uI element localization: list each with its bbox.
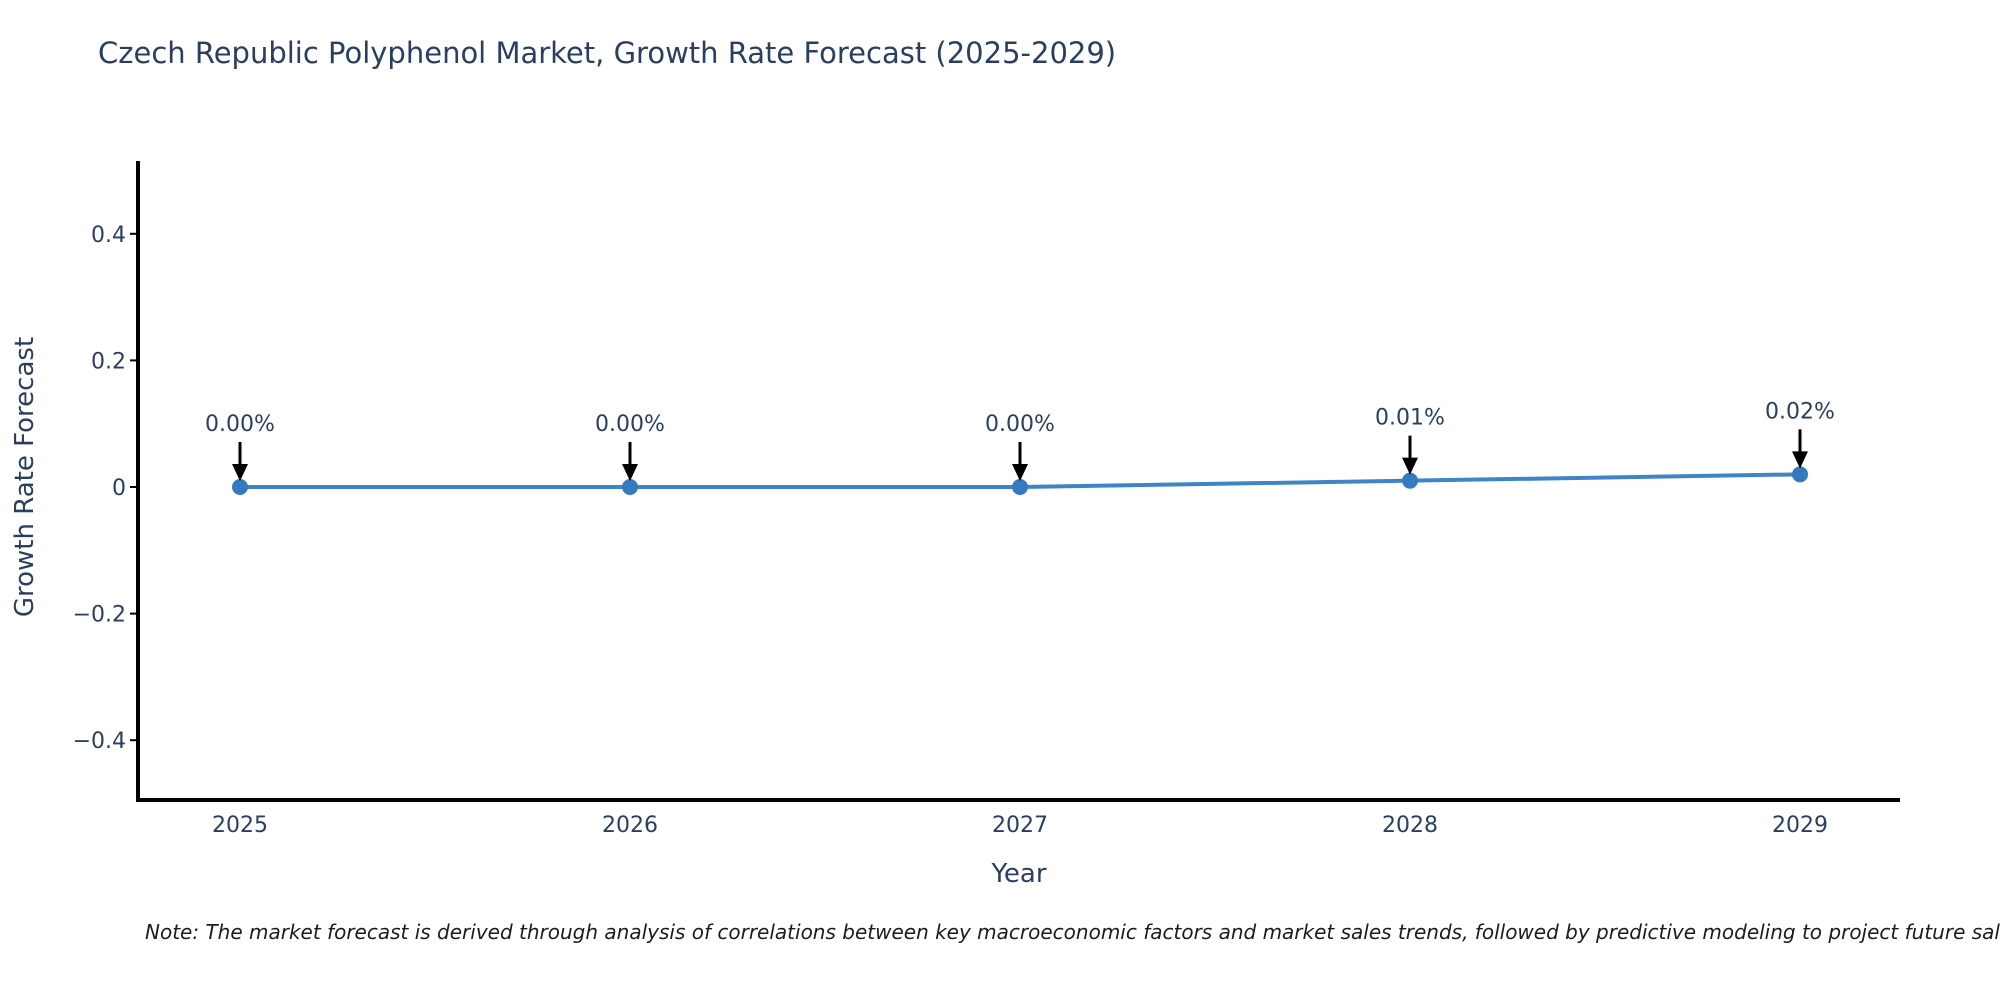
x-axis-title: Year bbox=[991, 859, 1047, 889]
y-tick-label: 0.4 bbox=[91, 223, 126, 248]
point-annotation: 0.00% bbox=[595, 412, 665, 437]
data-point[interactable] bbox=[1792, 466, 1808, 483]
x-tick-label: 2029 bbox=[1772, 813, 1828, 838]
x-tick-label: 2025 bbox=[212, 813, 268, 838]
point-annotation: 0.00% bbox=[205, 412, 275, 437]
x-tick-label: 2028 bbox=[1382, 813, 1438, 838]
annotation-arrowhead bbox=[232, 464, 248, 481]
annotation-arrowhead bbox=[1792, 451, 1808, 469]
annotation-arrowhead bbox=[622, 464, 638, 481]
x-tick-label: 2027 bbox=[992, 813, 1048, 838]
annotation-arrowhead bbox=[1012, 464, 1028, 481]
data-point[interactable] bbox=[1012, 479, 1028, 495]
y-tick-label: −0.2 bbox=[73, 603, 126, 628]
data-point[interactable] bbox=[622, 479, 638, 495]
point-annotation: 0.00% bbox=[985, 412, 1055, 437]
chart-footnote: Note: The market forecast is derived thr… bbox=[145, 920, 2000, 944]
point-annotation: 0.01% bbox=[1375, 406, 1445, 431]
data-point[interactable] bbox=[232, 479, 248, 495]
y-tick-label: 0.2 bbox=[91, 349, 126, 374]
chart-title: Czech Republic Polyphenol Market, Growth… bbox=[98, 36, 1117, 70]
data-point[interactable] bbox=[1402, 472, 1418, 489]
annotation-arrowhead bbox=[1402, 457, 1418, 475]
y-tick-label: 0 bbox=[112, 476, 126, 501]
y-tick-label: −0.4 bbox=[73, 729, 126, 754]
point-annotation: 0.02% bbox=[1765, 399, 1835, 424]
x-tick-label: 2026 bbox=[602, 813, 658, 838]
